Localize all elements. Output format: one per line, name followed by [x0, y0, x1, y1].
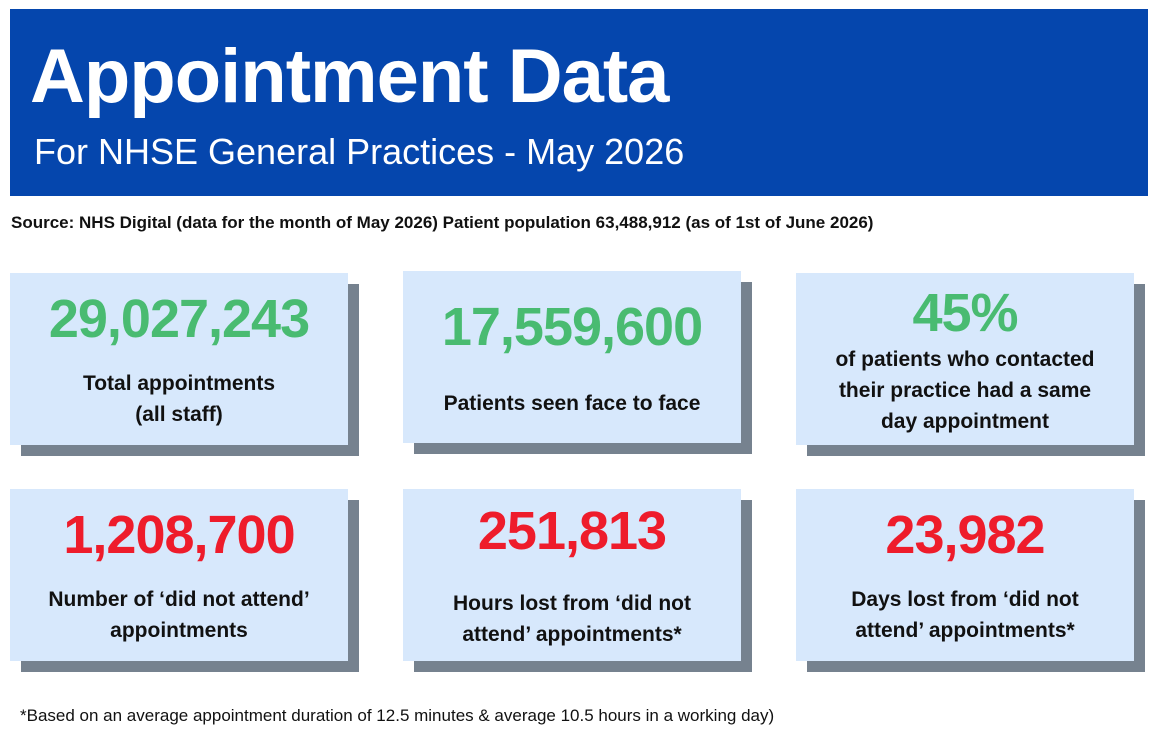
stat-label: day appointment — [880, 409, 1049, 433]
stat-card-same-day: 45% of patients who contacted their prac… — [796, 273, 1134, 445]
stat-label: their practice had a same — [838, 378, 1092, 402]
stat-value: 29,027,243 — [48, 289, 310, 349]
stat-value: 45% — [912, 282, 1018, 343]
stat-value: 1,208,700 — [63, 505, 295, 565]
stat-card-hours-lost: 251,813 Hours lost from ‘did not attend’… — [403, 489, 741, 661]
stat-label: Total appointments — [82, 372, 276, 395]
stat-card-total-appointments: 29,027,243 Total appointments (all staff… — [10, 273, 348, 445]
header-banner: Appointment Data For NHSE General Practi… — [10, 9, 1148, 196]
stat-label: attend’ appointments* — [462, 623, 682, 646]
source-line: Source: NHS Digital (data for the month … — [11, 213, 874, 232]
stat-label: of patients who contacted — [835, 347, 1095, 371]
stat-value: 23,982 — [885, 505, 1045, 565]
stat-card-did-not-attend: 1,208,700 Number of ‘did not attend’ app… — [10, 489, 348, 661]
stat-value: 251,813 — [477, 501, 667, 561]
stat-label: Patients seen face to face — [443, 391, 701, 415]
stat-card-days-lost: 23,982 Days lost from ‘did not attend’ a… — [796, 489, 1134, 661]
stat-value: 17,559,600 — [441, 296, 703, 357]
stat-label: attend’ appointments* — [855, 619, 1075, 642]
stat-label: Number of ‘did not attend’ — [48, 588, 310, 611]
stat-label: Hours lost from ‘did not — [453, 592, 691, 615]
stat-label: (all staff) — [135, 403, 223, 426]
stat-label: Days lost from ‘did not — [851, 588, 1079, 611]
page-title: Appointment Data — [30, 34, 669, 119]
page-subtitle: For NHSE General Practices - May 2026 — [34, 131, 685, 172]
stat-card-face-to-face: 17,559,600 Patients seen face to face — [403, 271, 741, 443]
footnote: *Based on an average appointment duratio… — [20, 706, 775, 725]
stat-label: appointments — [110, 619, 248, 642]
